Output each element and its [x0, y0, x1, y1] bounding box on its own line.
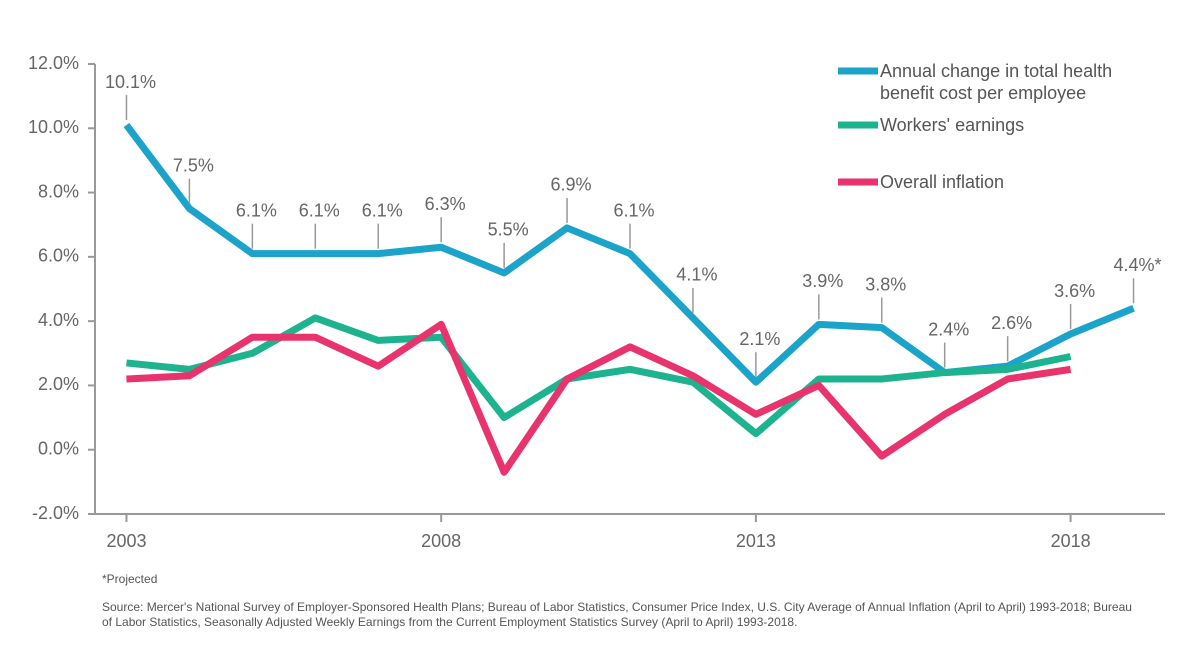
footnote: *Projected: [102, 572, 158, 586]
x-tick-label: 2018: [1051, 531, 1091, 551]
y-tick-label: 4.0%: [38, 310, 79, 330]
x-tick-label: 2008: [421, 531, 461, 551]
data-label: 6.1%: [362, 200, 403, 220]
data-label: 3.6%: [1054, 281, 1095, 301]
data-label: 10.1%: [105, 72, 156, 92]
source: Source: Mercer's National Survey of Empl…: [102, 600, 1132, 629]
data-label: 3.8%: [865, 274, 906, 294]
y-tick-label: 10.0%: [28, 117, 79, 137]
x-tick-label: 2013: [736, 531, 776, 551]
legend-label: Annual change in total health benefit co…: [880, 61, 1113, 103]
y-tick-label: -2.0%: [32, 503, 79, 523]
y-tick-label: 6.0%: [38, 246, 79, 266]
data-label: 3.9%: [802, 271, 843, 291]
data-label: 4.4%*: [1114, 255, 1162, 275]
data-label: 4.1%: [676, 265, 717, 285]
data-label: 7.5%: [173, 155, 214, 175]
y-tick-label: 0.0%: [38, 438, 79, 458]
data-label: 6.9%: [551, 175, 592, 195]
data-label: 2.4%: [928, 319, 969, 339]
series-line: [126, 320, 1072, 476]
data-label: 6.3%: [425, 194, 466, 214]
data-label: 6.1%: [299, 200, 340, 220]
y-tick-label: 2.0%: [38, 374, 79, 394]
y-tick-label: 12.0%: [28, 53, 79, 73]
y-tick-label: 8.0%: [38, 181, 79, 201]
x-tick-label: 2003: [106, 531, 146, 551]
data-label: 5.5%: [488, 220, 529, 240]
legend-label: Workers' earnings: [880, 115, 1025, 135]
data-label: 6.1%: [236, 200, 277, 220]
data-label: 2.1%: [739, 329, 780, 349]
legend-label: Overall inflation: [880, 172, 1005, 192]
data-label: 6.1%: [613, 200, 654, 220]
data-label: 2.6%: [991, 313, 1032, 333]
